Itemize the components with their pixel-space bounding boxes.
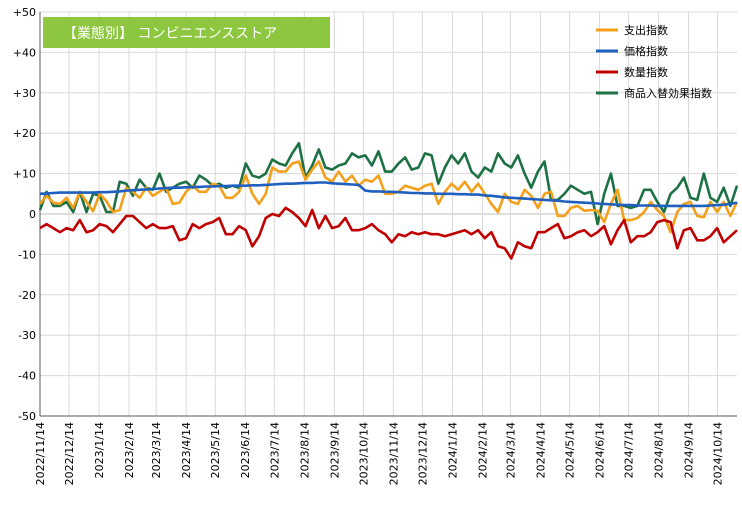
y-tick-label: -10 [18,248,36,261]
series-line-3 [38,142,739,226]
y-tick-label: +40 [13,46,36,59]
x-tick-label: 2023/6/14 [239,422,252,478]
chart-title-box: 【業態別】 コンビニエンスストア [43,17,330,48]
x-tick-label: 2023/10/14 [357,422,370,485]
y-tick-label: 0 [29,208,36,221]
x-tick-label: 2024/9/14 [683,422,696,478]
y-tick-label: -40 [18,370,36,383]
y-tick-label: +50 [13,6,36,19]
x-tick-label: 2024/3/14 [504,422,517,478]
legend-label: 支出指数 [624,23,668,37]
y-tick-label: -20 [18,289,36,302]
x-tick-label: 2023/7/14 [268,422,281,478]
y-tick-label: +30 [13,87,36,100]
x-tick-label: 2023/11/14 [387,422,400,485]
x-tick-label: 2023/8/14 [298,422,311,478]
x-tick-label: 2024/4/14 [534,422,547,478]
x-tick-label: 2023/3/14 [150,422,163,478]
x-tick-label: 2024/7/14 [623,422,636,478]
y-tick-label: -30 [18,329,36,342]
x-tick-label: 2022/11/14 [34,422,47,485]
x-tick-label: 2023/2/14 [123,422,136,478]
x-tick-label: 2024/5/14 [564,422,577,478]
y-tick-label: -50 [18,410,36,423]
x-tick-label: 2023/5/14 [209,422,222,478]
x-tick-label: 2024/10/14 [712,422,725,485]
x-tick-label: 2023/1/14 [93,422,106,478]
y-tick-label: +20 [13,127,36,140]
x-tick-label: 2023/12/14 [416,422,429,485]
y-tick-label: +10 [13,168,36,181]
x-tick-label: 2023/9/14 [328,422,341,478]
axes: +50 +40 +30 +20 +10 0 -10 -20 -30 -40 -502022/11/1… [13,6,737,485]
title-background [43,17,330,48]
x-tick-label: 2024/6/14 [594,422,607,478]
legend-label: 数量指数 [624,65,668,79]
x-tick-label: 2022/12/14 [63,422,76,485]
x-tick-label: 2023/4/14 [180,422,193,478]
legend-label: 価格指数 [624,44,668,58]
x-tick-label: 2024/1/14 [446,422,459,478]
legend-label: 商品入替効果指数 [624,86,712,100]
x-tick-label: 2024/2/14 [476,422,489,478]
x-tick-label: 2024/8/14 [653,422,666,478]
series-lines [38,142,739,260]
series-line-2 [39,206,738,260]
series-line-1 [39,181,738,208]
chart-title: 【業態別】 コンビニエンスストア [63,26,277,42]
